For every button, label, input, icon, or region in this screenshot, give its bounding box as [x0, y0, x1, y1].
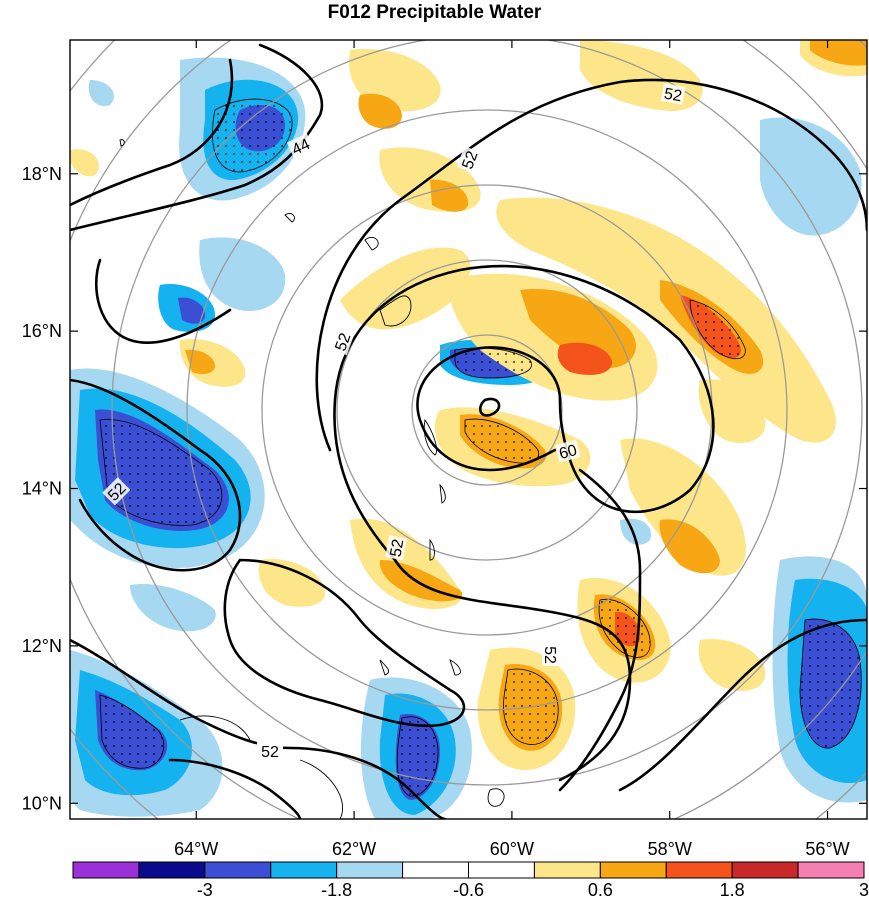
colorbar-swatch-0: [72, 861, 140, 879]
contour-label-7: 60: [554, 439, 581, 463]
contour-52-sw: [223, 558, 466, 728]
range-ring-0: [411, 334, 563, 486]
contour-label-3: 52: [329, 328, 355, 356]
anomaly-region-26: [496, 197, 836, 443]
y-tick-label: 14°N: [22, 479, 62, 499]
anomaly-region-46: [810, 40, 867, 66]
contour-label-text: 52: [388, 538, 408, 559]
contour-52-w2: [94, 258, 232, 344]
contour-52-south2: [168, 758, 302, 819]
contour-52-outer: [70, 58, 234, 207]
range-ring-3: [186, 109, 788, 711]
x-tick-label: 56°W: [805, 839, 849, 859]
contour-label-text: 52: [459, 149, 481, 172]
x-tick-label: 62°W: [332, 839, 376, 859]
stipple-region-1: [212, 98, 293, 173]
contour-label-text: 52: [663, 86, 684, 106]
contour-label-text: 52: [261, 744, 279, 761]
stipple-region-5: [99, 694, 165, 769]
colorbar-swatch-1: [138, 861, 206, 879]
anomaly-region-22: [199, 237, 286, 311]
contour-52-se: [618, 618, 867, 792]
anomaly-region-44: [358, 93, 402, 129]
anomaly-region-7: [178, 297, 205, 324]
colorbar-label: 3: [859, 880, 869, 900]
colorbar-swatch-7: [533, 861, 601, 879]
colorbar-swatch-9: [665, 861, 733, 879]
anomaly-region-53: [258, 559, 326, 607]
contour-label-0: 44: [286, 133, 315, 159]
contour-label-text: 60: [557, 442, 579, 463]
colorbar-swatch-5: [402, 861, 470, 879]
colorbar-swatch-8: [599, 861, 667, 879]
colorbar-swatch-3: [270, 861, 338, 879]
colorbar-swatch-4: [336, 861, 404, 879]
x-tick-label: 58°W: [648, 839, 692, 859]
stipple-region-0: [99, 419, 223, 526]
stipple-region-4: [799, 618, 862, 749]
anomaly-region-35: [620, 438, 746, 576]
contour-label-extra: 52: [257, 741, 283, 761]
colorbar-label: 1.8: [720, 880, 745, 900]
anomaly-region-51: [430, 179, 469, 212]
contour-label-1: 52: [660, 83, 686, 106]
contour-60: [479, 397, 501, 417]
contour-52-spiral: [333, 264, 715, 562]
contour-label-4: 52: [385, 535, 408, 561]
contour-52-south: [70, 638, 447, 819]
anomaly-region-27: [520, 289, 636, 369]
range-ring-1: [336, 259, 638, 561]
colorbar-label: 0.6: [588, 880, 613, 900]
colorbar-swatch-10: [731, 861, 799, 879]
anomaly-region-42: [580, 40, 703, 111]
colorbar-swatch-11: [797, 861, 865, 879]
contour-44: [70, 43, 324, 232]
colorbar-swatch-6: [468, 861, 535, 879]
y-tick-label: 18°N: [22, 164, 62, 184]
plot-frame: [69, 39, 868, 820]
anomaly-region-49: [70, 149, 99, 177]
contour-label-text: 44: [290, 136, 313, 159]
chart-title: F012 Precipitable Water: [327, 2, 542, 23]
contour-label-5: 52: [541, 644, 560, 666]
y-tick-label: 16°N: [22, 321, 62, 341]
anomaly-region-23: [130, 584, 216, 632]
anomaly-region-34: [379, 560, 463, 602]
anomaly-region-36: [659, 519, 720, 574]
x-tick-label: 60°W: [490, 839, 534, 859]
anomaly-region-21: [760, 117, 862, 236]
y-tick-label: 10°N: [22, 793, 62, 813]
contour-52-west: [70, 378, 242, 572]
anomaly-region-20: [88, 80, 114, 106]
x-tick-label: 64°W: [174, 839, 218, 859]
contour-label-text: 52: [332, 331, 354, 354]
contour-label-2: 52: [456, 146, 482, 174]
colorbar: -3 -1.8 -0.6 0.6 1.8 3: [72, 861, 869, 900]
contour-52-swirl-tail: [393, 558, 632, 782]
anomaly-region-30: [557, 342, 612, 375]
stipple-region-2: [454, 347, 532, 379]
anomaly-region-19: [620, 518, 651, 545]
colorbar-swatch-2: [204, 861, 272, 879]
stipple-region-3: [689, 299, 746, 360]
anomaly-region-52: [698, 379, 766, 444]
colorbar-label: -1.8: [321, 880, 352, 900]
contour-52-north: [315, 78, 867, 452]
colorbar-label: -3: [197, 880, 213, 900]
y-tick-label: 12°N: [22, 636, 62, 656]
range-ring-4: [111, 40, 863, 786]
contour-label-text: 52: [541, 646, 558, 664]
colorbar-label: -0.6: [453, 880, 484, 900]
contour-52-mid: [558, 468, 642, 792]
